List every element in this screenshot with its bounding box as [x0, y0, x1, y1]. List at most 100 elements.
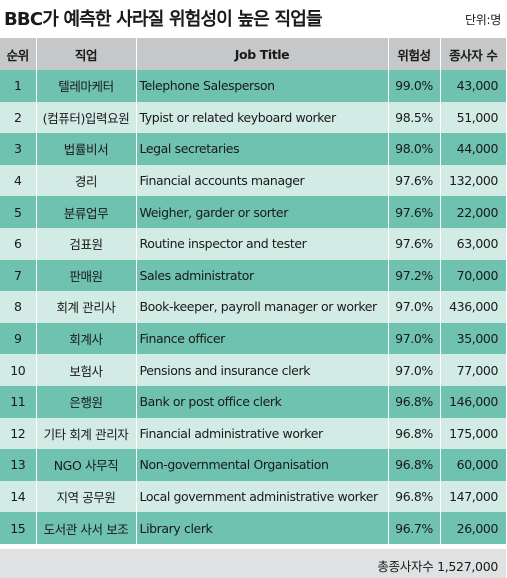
cell-job-kr: 판매원: [35, 259, 136, 292]
cell-workers: 22,000: [439, 196, 506, 228]
cell-job-kr: 회계사: [35, 322, 136, 355]
jobs-table: 순위 직업 Job Title 위험성 종사자 수 1 텔레마케터 Telephon…: [0, 38, 506, 544]
cell-rank: 4: [13, 173, 22, 189]
table-row: 1 텔레마케터 Telephone Salesperson 99.0% 43,000: [0, 70, 506, 102]
cell-rank: 3: [13, 141, 22, 157]
cell-rank: 7: [13, 267, 22, 283]
cell-workers: 60,000: [439, 449, 506, 481]
table-row: 14 지역 공무원 Local government administrative …: [0, 480, 506, 513]
cell-risk: 97.0%: [387, 291, 440, 323]
cell-job-kr: 회계 관리사: [35, 291, 136, 323]
cell-job-title: Financial administrative worker: [135, 417, 388, 450]
cell-job-kr: 텔레마케터: [35, 70, 136, 102]
cell-risk: 99.0%: [387, 70, 440, 102]
table-row: 5 분류업무 Weigher, garder or sorter 97.6% 22,00…: [0, 196, 506, 228]
cell-risk: 98.0%: [387, 133, 440, 165]
cell-workers: 44,000: [439, 133, 506, 165]
total-footer: 총종사자수 1,527,000: [0, 549, 506, 578]
cell-rank: 11: [10, 394, 26, 410]
cell-job-title: Book-keeper, payroll manager or worker: [135, 291, 388, 323]
table-header-row: 순위 직업 Job Title 위험성 종사자 수: [0, 38, 506, 70]
table-row: 4 경리 Financial accounts manager 97.6% 132,00…: [0, 164, 506, 197]
header-job-title: Job Title: [135, 38, 388, 70]
cell-job-title: Telephone Salesperson: [135, 70, 388, 102]
cell-risk: 96.8%: [387, 480, 440, 513]
cell-job-title: Legal secretaries: [135, 133, 388, 165]
table-row: 13 NGO 사무직 Non-governmental Organisation 96…: [0, 449, 506, 481]
cell-workers: 51,000: [439, 101, 506, 134]
cell-rank: 6: [13, 236, 22, 252]
unit-label: 단위:명: [465, 13, 501, 27]
cell-rank: 8: [13, 299, 22, 315]
cell-workers: 26,000: [439, 512, 506, 544]
cell-rank: 1: [13, 78, 22, 94]
table-row: 3 법률비서 Legal secretaries 98.0% 44,000: [0, 133, 506, 165]
table-row: 2 (컴퓨터)입력요원 Typist or related keyboard wor…: [0, 101, 506, 134]
cell-job-kr: 은행원: [35, 385, 136, 418]
cell-job-kr: 보험사: [35, 354, 136, 386]
cell-risk: 97.6%: [387, 196, 440, 228]
cell-job-kr: 도서관 사서 보조: [35, 512, 136, 544]
cell-risk: 97.0%: [387, 354, 440, 386]
cell-job-kr: 기타 회계 관리자: [35, 417, 136, 450]
cell-job-kr: (컴퓨터)입력요원: [35, 101, 136, 134]
table-row: 15 도서관 사서 보조 Library clerk 96.7% 26,000: [0, 512, 506, 544]
cell-rank: 13: [10, 457, 26, 473]
title-bar: BBC가 예측한 사라질 위험성이 높은 직업들 단위:명: [0, 0, 507, 36]
header-workers: 종사자 수: [439, 38, 506, 70]
table-row: 7 판매원 Sales administrator 97.2% 70,000: [0, 259, 506, 292]
cell-risk: 96.8%: [387, 417, 440, 450]
cell-risk: 96.7%: [387, 512, 440, 544]
cell-job-kr: 지역 공무원: [35, 480, 136, 513]
cell-workers: 77,000: [439, 354, 506, 386]
table-row: 10 보험사 Pensions and insurance clerk 97.0% 77…: [0, 354, 506, 386]
cell-workers: 436,000: [439, 291, 506, 323]
cell-workers: 63,000: [439, 227, 506, 260]
cell-workers: 43,000: [439, 70, 506, 102]
total-workers: 총종사자수 1,527,000: [377, 559, 498, 574]
cell-workers: 132,000: [439, 164, 506, 197]
cell-workers: 35,000: [439, 322, 506, 355]
cell-job-title: Library clerk: [135, 512, 388, 544]
cell-job-title: Non-governmental Organisation: [135, 449, 388, 481]
table-row: 9 회계사 Finance officer 97.0% 35,000: [0, 322, 506, 355]
table-row: 12 기타 회계 관리자 Financial administrative work…: [0, 417, 506, 450]
cell-workers: 175,000: [439, 417, 506, 450]
cell-workers: 70,000: [439, 259, 506, 292]
cell-job-kr: 검표원: [35, 227, 136, 260]
cell-rank: 5: [13, 204, 22, 220]
cell-risk: 97.0%: [387, 322, 440, 355]
cell-risk: 98.5%: [387, 101, 440, 134]
page-title: BBC가 예측한 사라질 위험성이 높은 직업들: [4, 9, 323, 30]
cell-risk: 97.6%: [387, 164, 440, 197]
cell-job-kr: NGO 사무직: [35, 449, 136, 481]
cell-job-title: Weigher, garder or sorter: [135, 196, 388, 228]
cell-rank: 14: [10, 489, 26, 505]
table-row: 6 검표원 Routine inspector and tester 97.6% 63,…: [0, 227, 506, 260]
cell-job-title: Financial accounts manager: [135, 164, 388, 197]
cell-job-title: Bank or post office clerk: [135, 385, 388, 418]
cell-job-title: Sales administrator: [135, 259, 388, 292]
cell-job-title: Finance officer: [135, 322, 388, 355]
table-body: 1 텔레마케터 Telephone Salesperson 99.0% 43,000 2 (…: [0, 70, 506, 544]
header-job-kr: 직업: [35, 38, 136, 70]
cell-rank: 12: [10, 425, 26, 441]
cell-risk: 97.2%: [387, 259, 440, 292]
cell-job-kr: 경리: [35, 164, 136, 197]
cell-job-kr: 법률비서: [35, 133, 136, 165]
cell-job-kr: 분류업무: [35, 196, 136, 228]
table-row: 11 은행원 Bank or post office clerk 96.8% 146,0…: [0, 385, 506, 418]
cell-job-title: Routine inspector and tester: [135, 227, 388, 260]
cell-workers: 146,000: [439, 385, 506, 418]
cell-risk: 97.6%: [387, 227, 440, 260]
cell-rank: 2: [13, 109, 22, 125]
cell-rank: 15: [10, 520, 26, 536]
cell-job-title: Pensions and insurance clerk: [135, 354, 388, 386]
table-row: 8 회계 관리사 Book-keeper, payroll manager or w…: [0, 291, 506, 323]
header-rank: 순위: [6, 47, 30, 63]
cell-rank: 9: [13, 331, 22, 347]
cell-rank: 10: [10, 362, 26, 378]
cell-job-title: Local government administrative worker: [135, 480, 388, 513]
header-risk: 위험성: [387, 38, 440, 70]
cell-risk: 96.8%: [387, 449, 440, 481]
